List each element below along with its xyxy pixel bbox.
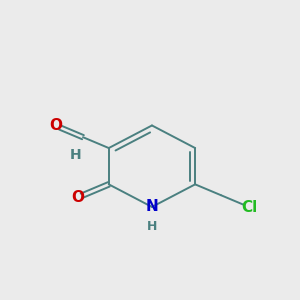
- Text: H: H: [70, 148, 81, 162]
- Text: Cl: Cl: [241, 200, 258, 215]
- Text: O: O: [71, 190, 84, 205]
- Text: O: O: [49, 118, 62, 133]
- Text: N: N: [146, 200, 158, 214]
- Text: H: H: [147, 220, 157, 232]
